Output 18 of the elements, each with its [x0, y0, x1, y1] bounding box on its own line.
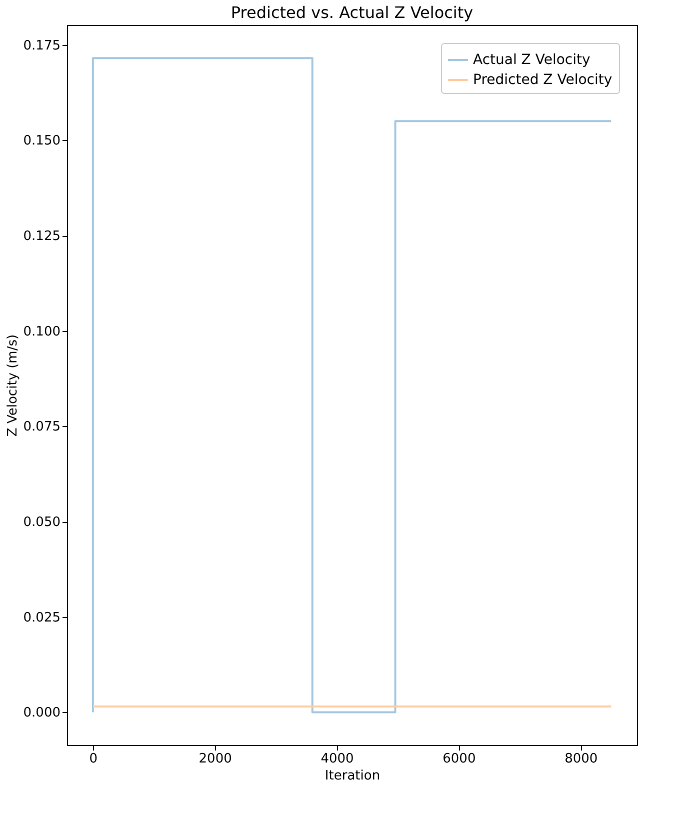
- y-tick-label: 0.000: [23, 706, 60, 721]
- y-tick-label: 0.025: [23, 610, 60, 626]
- x-tick-label: 0: [89, 752, 98, 766]
- y-tick-label: 0.125: [23, 229, 60, 244]
- legend-label: Predicted Z Velocity: [473, 72, 612, 88]
- y-axis-title: Z Velocity (m/s): [5, 334, 20, 437]
- y-tick-label: 0.050: [23, 515, 60, 530]
- x-tick-label: 6000: [442, 752, 476, 766]
- x-tick-label: 4000: [320, 752, 354, 766]
- y-tick-label: 0.075: [23, 420, 60, 435]
- x-tick-label: 8000: [564, 752, 598, 766]
- x-axis-title: Iteration: [324, 768, 380, 784]
- legend-label: Actual Z Velocity: [473, 52, 590, 68]
- x-tick-label: 2000: [198, 752, 232, 766]
- y-tick-label: 0.150: [23, 134, 60, 149]
- y-tick-label: 0.175: [23, 38, 60, 54]
- y-tick-label: 0.100: [23, 324, 60, 340]
- chart-title: Predicted vs. Actual Z Velocity: [230, 3, 474, 22]
